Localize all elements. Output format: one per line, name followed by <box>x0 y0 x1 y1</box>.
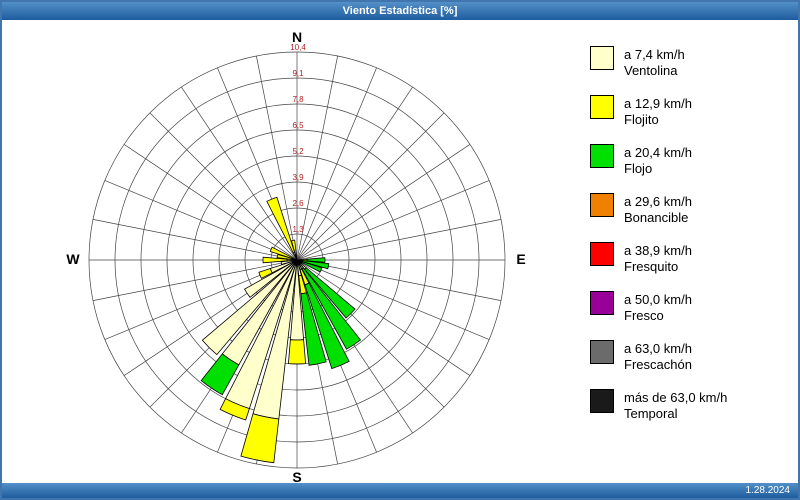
radial-tick-label: 10,4 <box>290 43 306 52</box>
grid-spoke <box>92 219 298 261</box>
legend-speed-label: a 29,6 km/h <box>624 194 692 209</box>
legend-color-swatch <box>590 95 614 119</box>
windrose-petal-segment <box>304 282 350 370</box>
grid-spoke <box>296 67 377 261</box>
windrose-petal-segment <box>266 196 296 254</box>
legend-name-label: Flojo <box>624 161 653 176</box>
grid-spoke <box>296 259 490 340</box>
legend-item: a 29,6 km/h Bonancible <box>590 193 727 226</box>
radial-tick-label: 6,5 <box>292 121 304 130</box>
legend-speed-label: a 12,9 km/h <box>624 96 692 111</box>
legend-label: a 7,4 km/h Ventolina <box>624 46 685 79</box>
grid-spoke <box>296 259 471 376</box>
grid-spoke <box>296 144 471 261</box>
windrose-chart: 1,3 2,6 3,9 5,2 6,5 7,8 9,1 10,4 N E S W <box>66 29 525 485</box>
legend-speed-label: a 20,4 km/h <box>624 145 692 160</box>
window-footer: 1.28.2024 <box>2 483 798 498</box>
legend: a 7,4 km/h Ventolina a 12,9 km/h Flojito a 2… <box>590 46 727 438</box>
grid-spoke <box>181 86 298 261</box>
radial-tick-label: 3,9 <box>292 173 304 182</box>
grid-spoke <box>296 86 413 261</box>
legend-label: a 63,0 km/h Frescachón <box>624 340 692 373</box>
windrose-petal-segment <box>201 259 298 356</box>
legend-name-label: Ventolina <box>624 63 678 78</box>
legend-speed-label: más de 63,0 km/h <box>624 390 728 405</box>
grid-spoke <box>296 112 445 261</box>
windrose-petal-segment <box>269 246 294 260</box>
legend-color-swatch <box>590 46 614 70</box>
legend-color-swatch <box>590 291 614 315</box>
legend-name-label: Frescachón <box>624 357 692 372</box>
legend-item: más de 63,0 km/h Temporal <box>590 389 727 422</box>
legend-item: a 7,4 km/h Ventolina <box>590 46 727 79</box>
compass-label-west: W <box>66 251 80 267</box>
windrose-petal-segment <box>291 239 297 257</box>
radial-tick-label: 5,2 <box>292 147 304 156</box>
radial-tick-label: 1,3 <box>292 225 304 234</box>
windrose-petal-segment <box>300 260 330 270</box>
grid-spoke <box>296 55 338 261</box>
legend-speed-label: a 63,0 km/h <box>624 341 692 356</box>
radial-tick-label: 7,8 <box>292 95 304 104</box>
grid-spoke <box>256 55 298 261</box>
legend-color-swatch <box>590 242 614 266</box>
legend-name-label: Bonancible <box>624 210 689 225</box>
legend-label: a 50,0 km/h Fresco <box>624 291 692 324</box>
legend-speed-label: a 38,9 km/h <box>624 243 692 258</box>
compass-label-north: N <box>292 29 302 45</box>
legend-label: más de 63,0 km/h Temporal <box>624 389 727 422</box>
legend-name-label: Flojito <box>624 112 659 127</box>
legend-label: a 29,6 km/h Bonancible <box>624 193 692 226</box>
windrose-petal-segment <box>240 413 280 464</box>
window-titlebar: Viento Estadística [%] <box>2 2 798 20</box>
windrose-petal-segment <box>304 267 356 319</box>
grid-spoke <box>296 259 502 301</box>
legend-name-label: Fresco <box>624 308 664 323</box>
legend-color-swatch <box>590 389 614 413</box>
compass-label-south: S <box>292 469 301 485</box>
legend-label: a 20,4 km/h Flojo <box>624 144 692 177</box>
grid-spoke <box>123 144 298 261</box>
grid-spoke <box>92 259 298 301</box>
legend-item: a 50,0 km/h Fresco <box>590 291 727 324</box>
windrose-petal-segment <box>287 339 307 365</box>
windrose-petal-segment <box>276 254 294 260</box>
legend-speed-label: a 50,0 km/h <box>624 292 692 307</box>
windrose-petal-segment <box>219 398 250 421</box>
legend-color-swatch <box>590 144 614 168</box>
windrose-petal-segment <box>301 267 362 350</box>
windrose-petal-segment <box>243 259 298 298</box>
grid-spoke <box>296 180 490 261</box>
legend-item: a 38,9 km/h Fresquito <box>590 242 727 275</box>
windrose-petal-segment <box>280 259 298 265</box>
windrose-petal-segment <box>300 260 323 273</box>
legend-name-label: Temporal <box>624 406 678 421</box>
window-title: Viento Estadística [%] <box>342 5 458 17</box>
windrose-petal-segment <box>300 292 327 366</box>
windrose-petal-segment <box>258 267 273 279</box>
grid-spoke <box>149 112 298 261</box>
legend-name-label: Fresquito <box>624 259 679 274</box>
legend-color-swatch <box>590 193 614 217</box>
legend-item: a 12,9 km/h Flojito <box>590 95 727 128</box>
legend-speed-label: a 7,4 km/h <box>624 47 685 62</box>
radial-tick-label: 9,1 <box>292 69 304 78</box>
windrose-petal-segment <box>306 257 326 263</box>
legend-item: a 63,0 km/h Frescachón <box>590 340 727 373</box>
windrose-petal-segment <box>200 353 240 396</box>
compass-label-east: E <box>516 251 525 267</box>
grid-spoke <box>104 180 298 261</box>
legend-color-swatch <box>590 340 614 364</box>
radial-tick-label: 2,6 <box>292 199 304 208</box>
legend-label: a 38,9 km/h Fresquito <box>624 242 692 275</box>
windrose-petal-segment <box>262 256 288 264</box>
footer-date: 1.28.2024 <box>745 485 791 496</box>
grid-spoke <box>296 219 502 261</box>
chart-generated: 1,3 2,6 3,9 5,2 6,5 7,8 9,1 10,4 <box>88 43 506 469</box>
legend-label: a 12,9 km/h Flojito <box>624 95 692 128</box>
legend-item: a 20,4 km/h Flojo <box>590 144 727 177</box>
